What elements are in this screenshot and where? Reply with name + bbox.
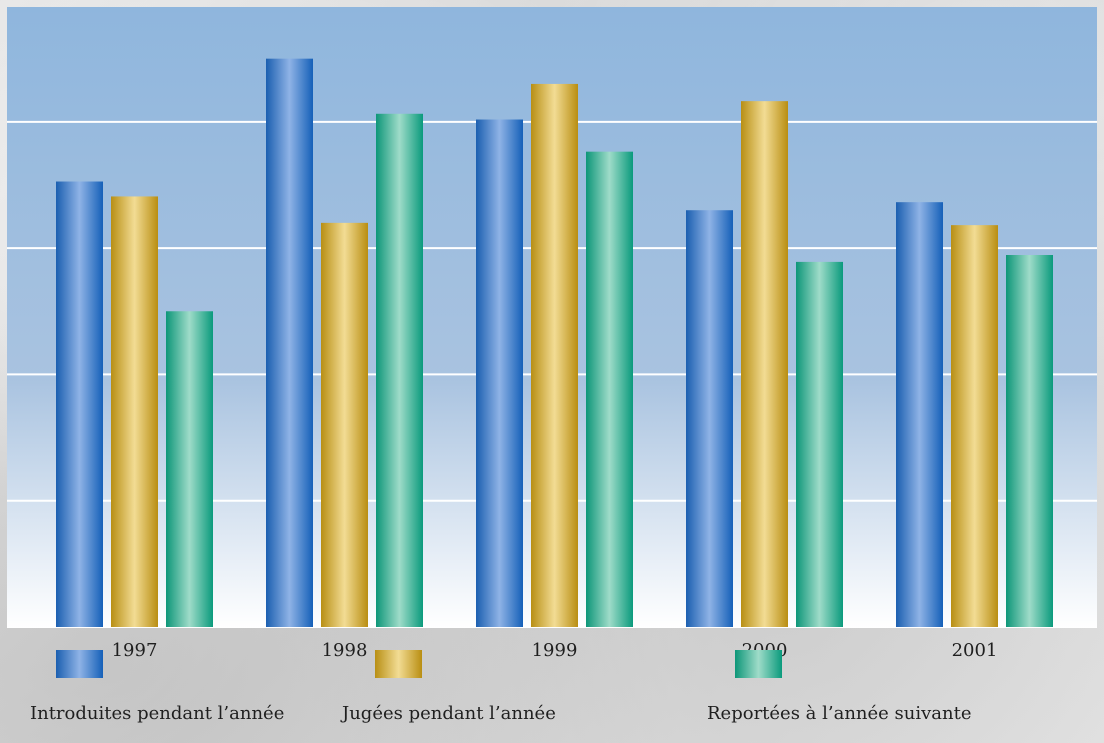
bar-introduites-2001	[896, 202, 943, 627]
x-tick-label: 1999	[532, 640, 578, 661]
bar-reportees-2001	[1006, 255, 1053, 627]
bar-reportees-2000	[796, 261, 843, 627]
legend-label-reportees: Reportées à l’année suivante	[707, 703, 972, 724]
legend-label-introduites: Introduites pendant l’année	[30, 703, 285, 724]
bar-reportees-1998	[376, 113, 423, 628]
bar-reportees-1999	[586, 151, 633, 627]
legend-swatch-reportees	[735, 650, 782, 678]
legend-swatch-introduites	[56, 650, 103, 678]
legend-swatch-jugees	[375, 650, 422, 678]
bar-introduites-1997	[56, 181, 103, 627]
x-tick-label: 1998	[322, 640, 368, 661]
bar-introduites-1998	[266, 58, 313, 627]
bar-jugees-2000	[741, 101, 788, 628]
bar-jugees-2001	[951, 225, 998, 628]
bar-jugees-1999	[531, 83, 578, 628]
bar-reportees-1997	[166, 311, 213, 627]
legend-label-jugees: Jugées pendant l’année	[342, 703, 556, 724]
bar-jugees-1998	[321, 222, 368, 627]
bar-introduites-2000	[686, 210, 733, 627]
bar-introduites-1999	[476, 119, 523, 627]
bar-jugees-1997	[111, 196, 158, 627]
chart: 19971998199920002001	[7, 7, 1097, 661]
x-tick-label: 2001	[952, 640, 998, 661]
x-tick-label: 1997	[112, 640, 158, 661]
